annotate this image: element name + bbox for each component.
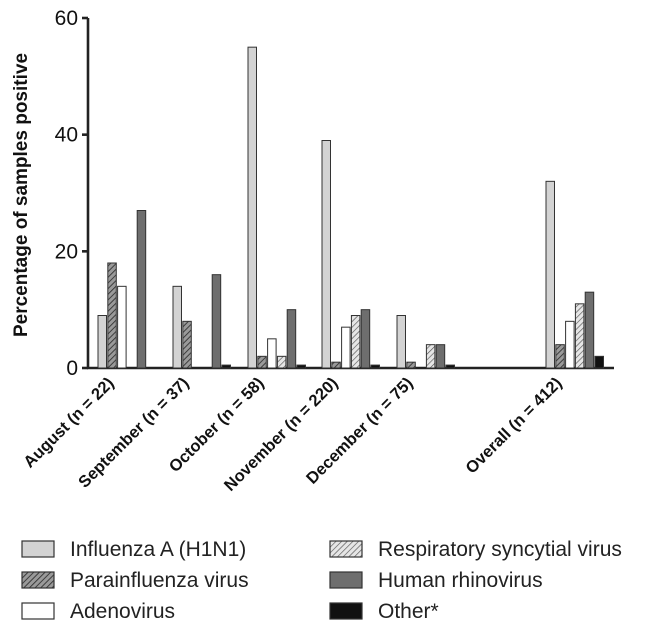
bar-3-series-3 bbox=[267, 338, 277, 369]
bar-3-series-6 bbox=[296, 364, 306, 369]
bar-4-series-4 bbox=[350, 315, 361, 369]
legend: Influenza A (H1N1) Respiratory syncytial … bbox=[21, 538, 622, 623]
bar-3-series-4 bbox=[276, 355, 287, 369]
bar-1-series-3 bbox=[117, 285, 127, 369]
bar-2-series-1 bbox=[172, 285, 182, 369]
bar-1-series-2 bbox=[107, 262, 117, 369]
bar-4-series-3 bbox=[341, 326, 351, 369]
y-axis: 0 20 40 60 bbox=[55, 7, 90, 380]
bar-3-series-5 bbox=[286, 309, 297, 369]
bar-5-series-1 bbox=[396, 315, 406, 369]
bar-4-series-1 bbox=[321, 140, 331, 369]
y-tick-label-40: 40 bbox=[55, 124, 78, 147]
legend-label-3: Parainfluenza virus bbox=[70, 569, 249, 592]
bar-2-series-5 bbox=[211, 274, 222, 369]
bar-2-series-6 bbox=[221, 364, 231, 369]
bar-5-series-4 bbox=[425, 344, 436, 369]
bar-3-series-1 bbox=[247, 46, 257, 369]
bars bbox=[97, 46, 604, 369]
y-tick-label-0: 0 bbox=[66, 357, 78, 380]
bar-5-series-2 bbox=[406, 361, 416, 369]
legend-label-4: Human rhinovirus bbox=[378, 569, 543, 592]
legend-swatch-1 bbox=[21, 540, 55, 558]
y-tick-label-60: 60 bbox=[55, 7, 78, 30]
legend-label-6: Other* bbox=[378, 600, 439, 623]
y-tick-label-20: 20 bbox=[55, 240, 78, 263]
bar-1-series-1 bbox=[97, 315, 107, 369]
bar-2-series-2 bbox=[182, 320, 192, 369]
legend-label-1: Influenza A (H1N1) bbox=[70, 538, 246, 561]
bar-3-series-2 bbox=[257, 355, 267, 369]
bar-6-series-4 bbox=[574, 303, 585, 369]
legend-swatch-3 bbox=[21, 571, 55, 589]
bar-4-series-2 bbox=[331, 361, 341, 369]
bar-5-series-6 bbox=[445, 364, 455, 369]
bar-6-series-1 bbox=[545, 180, 555, 369]
bar-6-series-3 bbox=[565, 320, 575, 369]
bar-5-series-5 bbox=[435, 344, 446, 369]
y-axis-label: Percentage of samples positive bbox=[11, 53, 32, 337]
legend-label-2: Respiratory syncytial virus bbox=[378, 538, 622, 561]
bar-6-series-5 bbox=[584, 291, 595, 369]
legend-swatch-5 bbox=[21, 602, 55, 620]
bar-6-series-6 bbox=[594, 355, 604, 369]
category-labels: August (n = 22)September (n = 37)October… bbox=[20, 374, 565, 495]
legend-swatch-4 bbox=[329, 571, 363, 589]
legend-label-5: Adenovirus bbox=[70, 600, 175, 623]
bar-4-series-6 bbox=[370, 364, 380, 369]
category-label-6: Overall (n = 412) bbox=[462, 374, 565, 477]
bar-4-series-5 bbox=[360, 309, 371, 369]
bar-6-series-2 bbox=[555, 344, 565, 369]
legend-swatch-2 bbox=[329, 540, 363, 558]
legend-swatch-6 bbox=[329, 602, 363, 620]
bar-1-series-5 bbox=[136, 210, 147, 369]
